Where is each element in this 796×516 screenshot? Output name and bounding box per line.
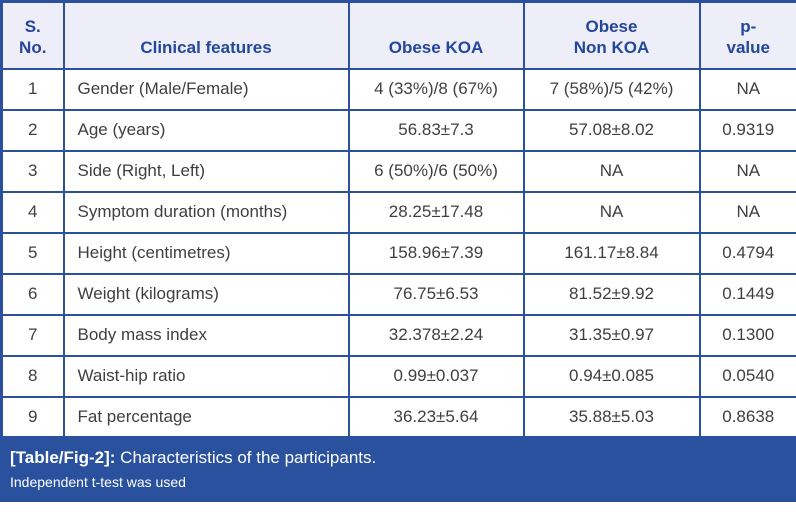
table-row: 6 Weight (kilograms) 76.75±6.53 81.52±9.92 0… [0,272,796,316]
table-row: 5 Height (centimetres) 158.96±7.39 161.17±8… [0,231,796,275]
table-cell-obese_koa: 4 (33%)/8 (67%) [347,67,525,111]
table-cell-obese_koa: 0.99±0.037 [347,354,525,398]
table-cell-feature: Waist-hip ratio [62,354,350,398]
caption-title-line: [Table/Fig-2]: Characteristics of the pa… [10,447,784,470]
table-cell-obese_koa: 32.378±2.24 [347,313,525,357]
table-cell-obese_koa: 36.23±5.64 [347,395,525,439]
table-cell-p_value: NA [698,67,796,111]
column-header-p-value: p- value [698,0,796,70]
table-cell-obese_non_koa: 7 (58%)/5 (42%) [522,67,701,111]
table-cell-p_value: 0.9319 [698,108,796,152]
table-cell-obese_non_koa: 35.88±5.03 [522,395,701,439]
caption-title: Characteristics of the participants. [115,448,377,467]
table-cell-p_value: NA [698,149,796,193]
table-cell-p_value: 0.8638 [698,395,796,439]
table-cell-obese_non_koa: 161.17±8.84 [522,231,701,275]
caption-tag: [Table/Fig-2]: [10,448,116,467]
table-header: S. No. Clinical features Obese KOA Obese… [0,0,796,70]
table-row: 7 Body mass index 32.378±2.24 31.35±0.97 0.1… [0,313,796,357]
column-header-sno: S. No. [0,0,65,70]
table-cell-sno: 3 [0,149,65,193]
table-cell-sno: 2 [0,108,65,152]
table-cell-p_value: NA [698,190,796,234]
table-cell-obese_non_koa: 81.52±9.92 [522,272,701,316]
table-cell-sno: 4 [0,190,65,234]
header-row: S. No. Clinical features Obese KOA Obese… [0,0,796,70]
table-row: 8 Waist-hip ratio 0.99±0.037 0.94±0.085 0.05… [0,354,796,398]
table-row: 4 Symptom duration (months) 28.25±17.48 NA N… [0,190,796,234]
table-cell-p_value: 0.1449 [698,272,796,316]
table-cell-sno: 5 [0,231,65,275]
table-cell-obese_non_koa: 31.35±0.97 [522,313,701,357]
table-cell-feature: Weight (kilograms) [62,272,350,316]
caption-note: Independent t-test was used [10,473,186,490]
table-cell-feature: Fat percentage [62,395,350,439]
table-cell-obese_koa: 6 (50%)/6 (50%) [347,149,525,193]
table-row: 1 Gender (Male/Female) 4 (33%)/8 (67%) 7 (5… [0,67,796,111]
table-cell-obese_non_koa: NA [522,149,701,193]
caption-bar: [Table/Fig-2]: Characteristics of the pa… [0,439,796,502]
table-cell-p_value: 0.4794 [698,231,796,275]
column-header-feature: Clinical features [62,0,350,70]
participants-table: S. No. Clinical features Obese KOA Obese… [0,0,796,439]
table-cell-sno: 6 [0,272,65,316]
table-cell-feature: Symptom duration (months) [62,190,350,234]
table-cell-feature: Gender (Male/Female) [62,67,350,111]
column-header-obese-non-koa: Obese Non KOA [522,0,701,70]
table-cell-feature: Height (centimetres) [62,231,350,275]
table-body: 1 Gender (Male/Female) 4 (33%)/8 (67%) 7 (5… [0,67,796,439]
table-cell-obese_non_koa: 0.94±0.085 [522,354,701,398]
table-cell-feature: Body mass index [62,313,350,357]
table-cell-obese_koa: 56.83±7.3 [347,108,525,152]
table-row: 2 Age (years) 56.83±7.3 57.08±8.02 0.9319 [0,108,796,152]
table-cell-p_value: 0.0540 [698,354,796,398]
table-cell-obese_koa: 76.75±6.53 [347,272,525,316]
table-cell-obese_koa: 28.25±17.48 [347,190,525,234]
table-cell-obese_non_koa: 57.08±8.02 [522,108,701,152]
table-cell-feature: Side (Right, Left) [62,149,350,193]
table-row: 3 Side (Right, Left) 6 (50%)/6 (50%) NA NA [0,149,796,193]
table-cell-obese_koa: 158.96±7.39 [347,231,525,275]
table-cell-feature: Age (years) [62,108,350,152]
table-row: 9 Fat percentage 36.23±5.64 35.88±5.03 0.863… [0,395,796,439]
table-cell-p_value: 0.1300 [698,313,796,357]
table-cell-obese_non_koa: NA [522,190,701,234]
table-cell-sno: 9 [0,395,65,439]
table-cell-sno: 8 [0,354,65,398]
column-header-obese-koa: Obese KOA [347,0,525,70]
table-cell-sno: 1 [0,67,65,111]
table-cell-sno: 7 [0,313,65,357]
